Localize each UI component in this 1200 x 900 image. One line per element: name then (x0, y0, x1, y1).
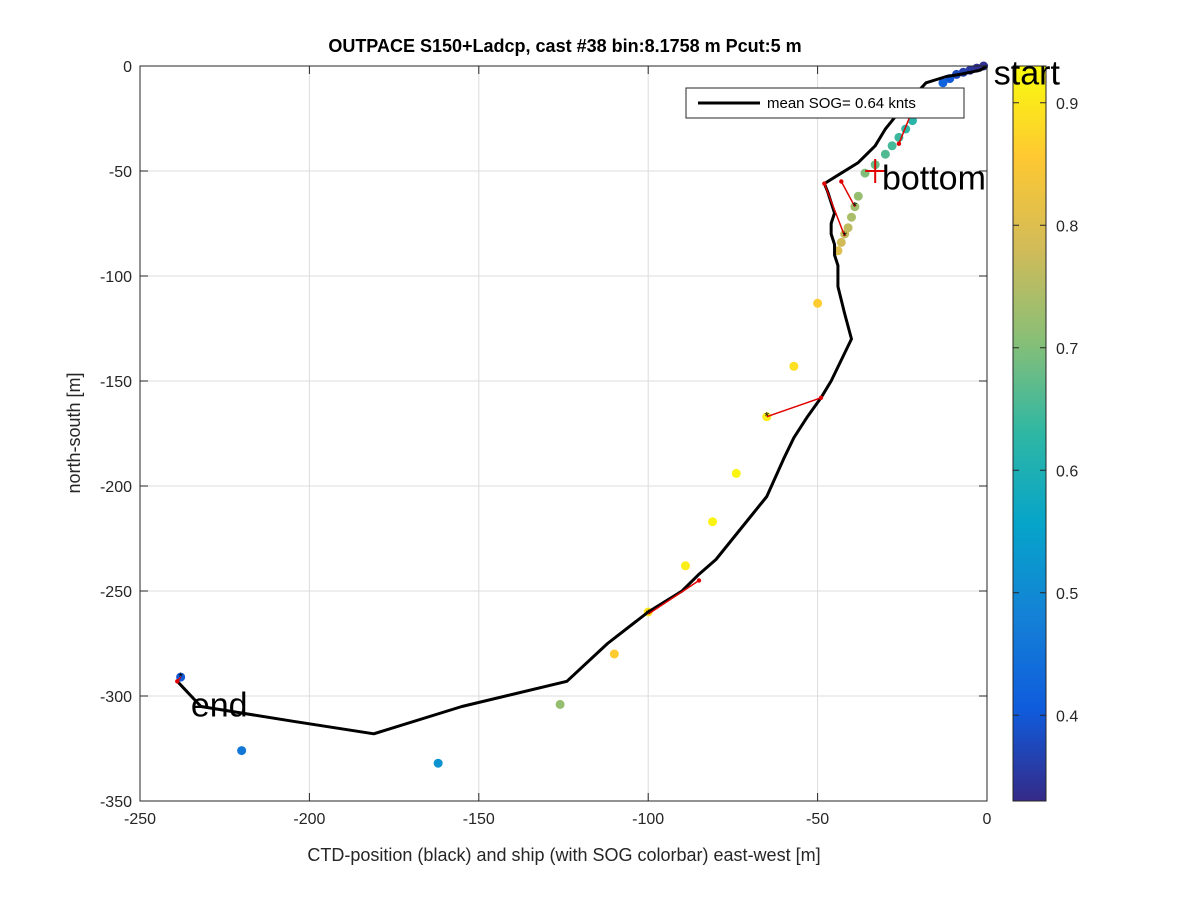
chart-title: OUTPACE S150+Ladcp, cast #38 bin:8.1758 … (328, 36, 801, 56)
y-tick-label: -300 (100, 689, 132, 706)
x-tick-label: -250 (124, 811, 156, 828)
ctd-ship-connector (898, 118, 910, 144)
x-tick-label: 0 (983, 811, 992, 828)
ship-point (938, 78, 948, 88)
x-tick-label: -100 (632, 811, 664, 828)
ship-point (853, 191, 863, 201)
y-tick-label: -350 (100, 794, 132, 811)
colorbar-tick-label: 0.6 (1056, 463, 1078, 480)
ship-point (880, 149, 890, 159)
ship-point (433, 758, 443, 768)
ship-marker: * (764, 410, 769, 424)
ship-marker: * (853, 200, 858, 214)
colorbar: 0.4 0.5 0.6 0.7 0.8 0.9 (1012, 65, 1078, 802)
ship-point (813, 298, 823, 308)
x-tick-label: -50 (806, 811, 829, 828)
legend-label: mean SOG= 0.64 knts (767, 95, 916, 112)
y-tick-label: -100 (100, 269, 132, 286)
ship-point (846, 212, 856, 222)
colorbar-gradient (1012, 65, 1047, 802)
ship-point (860, 168, 870, 178)
ctd-marker (839, 179, 844, 184)
ctd-track-line (176, 64, 988, 736)
ctd-marker (175, 679, 180, 684)
plot-area: ****** -250-200-150-100-5000-50-100-150-… (100, 59, 992, 828)
y-tick-label: -200 (100, 479, 132, 496)
ctd-ship-connector (647, 579, 700, 615)
colorbar-tick-label: 0.7 (1056, 341, 1078, 358)
ship-point (555, 699, 565, 709)
y-tick-label: 0 (123, 59, 132, 76)
x-axis-label: CTD-position (black) and ship (with SOG … (307, 845, 820, 865)
legend: mean SOG= 0.64 knts (685, 87, 965, 119)
grid (140, 66, 987, 801)
colorbar-ticks: 0.4 0.5 0.6 0.7 0.8 0.9 (1013, 96, 1078, 725)
ship-point (237, 746, 247, 756)
ship-marker: * (646, 607, 651, 621)
annotation-start: start (994, 54, 1061, 92)
data-layer: ****** (175, 61, 989, 768)
ship-marker: * (178, 670, 183, 684)
ship-point (609, 649, 619, 659)
ctd-ship-connector (823, 183, 846, 237)
y-tick-label: -50 (109, 164, 132, 181)
ctd-marker (896, 141, 902, 146)
annotation-bottom: bottom (882, 159, 986, 197)
ctd-marker (818, 395, 824, 400)
annotation-end: end (191, 686, 248, 724)
ship-point (789, 361, 799, 371)
ship-point (836, 237, 846, 247)
ship-point (731, 468, 741, 478)
x-tick-label: -200 (293, 811, 325, 828)
plot-background (140, 66, 987, 801)
y-axis-label: north-south [m] (64, 372, 84, 493)
plot-frame (139, 65, 988, 802)
ctd-marker (822, 181, 827, 186)
y-tick-label: -250 (100, 584, 132, 601)
ship-point (708, 517, 718, 527)
colorbar-tick-label: 0.9 (1056, 96, 1078, 113)
ship-point (887, 141, 897, 151)
ctd-ship-connector (840, 181, 856, 208)
x-tick-label: -150 (463, 811, 495, 828)
colorbar-tick-label: 0.8 (1056, 218, 1078, 235)
ctd-marker (696, 578, 702, 583)
ship-marker: * (842, 229, 847, 243)
colorbar-tick-label: 0.4 (1056, 708, 1078, 725)
axis-ticks: -250 -200 -150 -100 -50 0 0 -50 -100 -150 -200 -250… (100, 59, 992, 828)
ship-point (680, 561, 690, 571)
ctd-ship-connector (766, 397, 822, 418)
y-tick-label: -150 (100, 374, 132, 391)
colorbar-tick-label: 0.5 (1056, 586, 1078, 603)
